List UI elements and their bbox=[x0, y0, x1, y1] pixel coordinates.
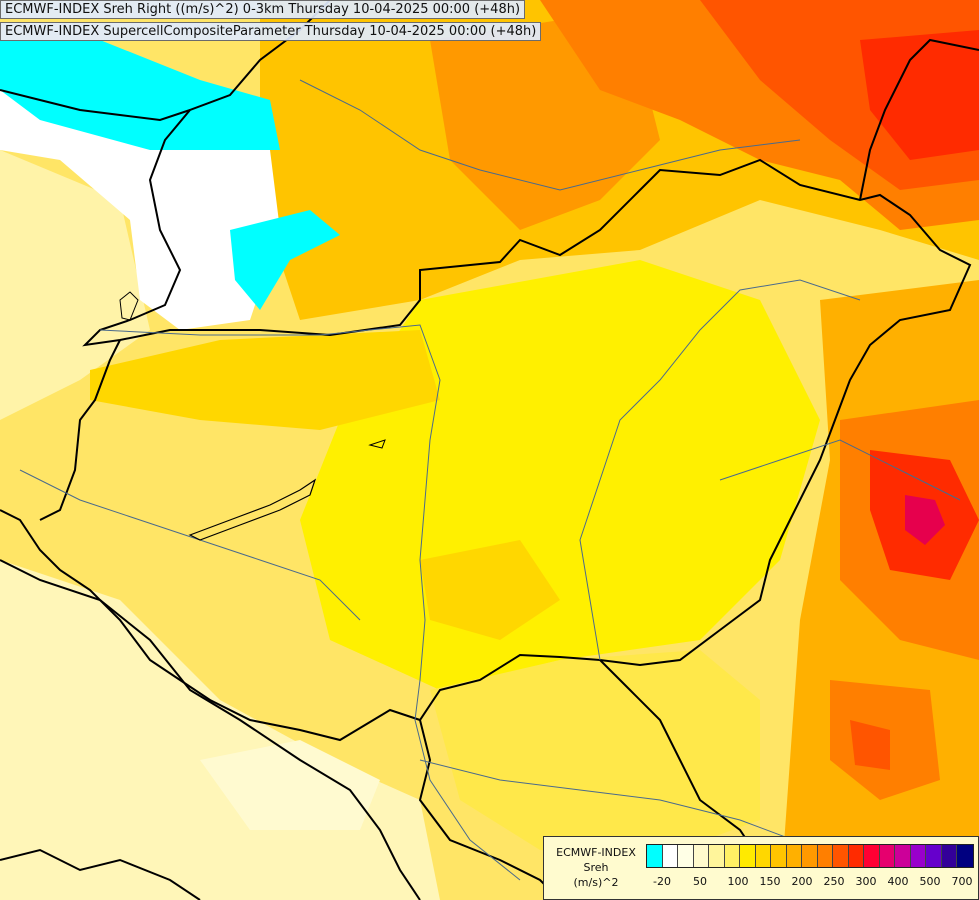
border-south-east bbox=[599, 659, 761, 861]
lake-small bbox=[368, 439, 386, 449]
border-north-upper bbox=[0, 89, 191, 122]
legend-tick-label: 100 bbox=[727, 875, 749, 888]
map-title-line-1: ECMWF-INDEX Sreh Right ((m/s)^2) 0-3km T… bbox=[0, 0, 526, 19]
legend-swatch bbox=[848, 845, 864, 867]
legend-title: ECMWF-INDEX Sreh (m/s)^2 bbox=[548, 845, 644, 890]
legend-swatch bbox=[693, 845, 709, 867]
color-legend: ECMWF-INDEX Sreh (m/s)^2 -20 50 100 150 200 2… bbox=[543, 836, 979, 900]
legend-swatch bbox=[662, 845, 678, 867]
legend-color-scale bbox=[646, 844, 974, 868]
river-north bbox=[299, 79, 801, 191]
legend-tick-label: 700 bbox=[951, 875, 973, 888]
shade-yellow-south bbox=[430, 650, 760, 860]
shade-light-west bbox=[0, 150, 150, 420]
legend-swatch bbox=[802, 845, 818, 867]
legend-tick-label: 250 bbox=[823, 875, 845, 888]
border-west bbox=[39, 339, 121, 521]
map-title-line-2: ECMWF-INDEX SupercellCompositeParameter … bbox=[0, 22, 542, 41]
border-northeast bbox=[859, 38, 979, 201]
legend-title-line: (m/s)^2 bbox=[573, 876, 619, 889]
lake-neusiedl bbox=[119, 291, 139, 321]
legend-swatch bbox=[957, 845, 973, 867]
country-border bbox=[0, 158, 972, 742]
legend-swatch bbox=[647, 845, 663, 867]
lake-balaton bbox=[188, 478, 317, 541]
legend-swatch bbox=[817, 845, 833, 867]
legend-swatch bbox=[771, 845, 787, 867]
legend-swatch bbox=[740, 845, 756, 867]
legend-swatch bbox=[678, 845, 694, 867]
legend-title-line: ECMWF-INDEX bbox=[556, 846, 636, 859]
legend-swatch bbox=[895, 845, 911, 867]
legend-swatch bbox=[833, 845, 849, 867]
legend-tick-label: 200 bbox=[791, 875, 813, 888]
legend-tick-labels: -20 50 100 150 200 250 300 400 500 700 bbox=[646, 875, 972, 889]
river-danube bbox=[99, 324, 521, 881]
shade-orange-centre bbox=[420, 540, 560, 640]
legend-tick-label: 500 bbox=[919, 875, 941, 888]
legend-swatch bbox=[910, 845, 926, 867]
legend-swatch bbox=[786, 845, 802, 867]
legend-swatch bbox=[709, 845, 725, 867]
border-far-southwest bbox=[0, 848, 201, 900]
legend-tick-label: 400 bbox=[887, 875, 909, 888]
legend-swatch bbox=[724, 845, 740, 867]
shade-deep-red-southeast bbox=[850, 720, 890, 770]
legend-tick-label: 300 bbox=[855, 875, 877, 888]
legend-swatch bbox=[941, 845, 957, 867]
border-southwest bbox=[0, 559, 421, 900]
legend-swatch bbox=[864, 845, 880, 867]
legend-swatch bbox=[755, 845, 771, 867]
shade-deep-red-northeast bbox=[860, 30, 979, 160]
legend-swatch bbox=[879, 845, 895, 867]
legend-tick-label: -20 bbox=[653, 875, 671, 888]
legend-tick-label: 50 bbox=[693, 875, 707, 888]
legend-swatch bbox=[926, 845, 942, 867]
legend-tick-label: 150 bbox=[759, 875, 781, 888]
shade-cyan-tongue bbox=[230, 210, 340, 310]
river-tisza bbox=[579, 279, 861, 661]
shade-crimson-east bbox=[905, 495, 945, 545]
border-south-west bbox=[418, 719, 561, 900]
shade-orange-west bbox=[90, 330, 440, 430]
river-east bbox=[719, 439, 961, 501]
shade-cyan-northwest bbox=[0, 40, 280, 150]
legend-title-line: Sreh bbox=[583, 861, 609, 874]
border-northwest bbox=[82, 0, 331, 347]
shade-pale-south bbox=[200, 740, 380, 830]
